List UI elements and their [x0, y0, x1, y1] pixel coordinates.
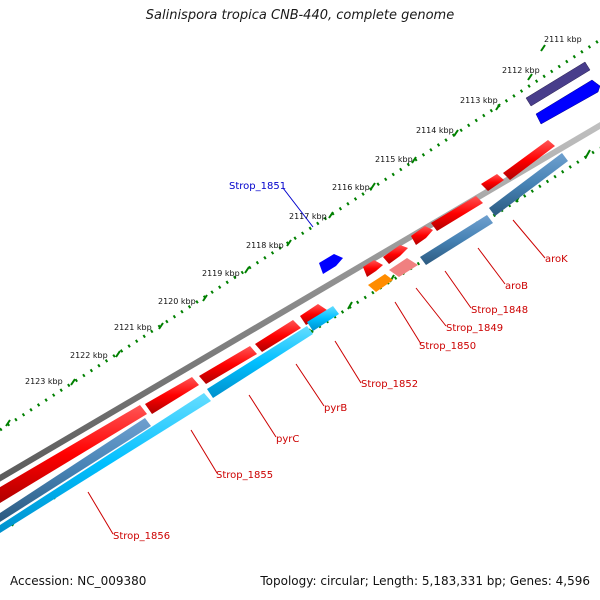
tick-label: 2113 kbp: [460, 96, 498, 105]
tick-mark: [411, 156, 417, 164]
tick-label: 2119 kbp: [202, 269, 240, 278]
gene-strop1850-red: [363, 260, 383, 277]
gene-steel-left: [0, 418, 151, 522]
tick-label: 2120 kbp: [158, 297, 196, 306]
backbone-line: [0, 122, 600, 482]
feature-purple: [525, 61, 591, 107]
tick-label: 2111 kbp: [544, 35, 582, 44]
tick-mark: [585, 149, 591, 158]
leader-lines: [87, 187, 546, 535]
tick-label: 2118 kbp: [246, 241, 284, 250]
gene-steel-mid: [420, 215, 493, 265]
accession-text: Accession: NC_009380: [10, 574, 147, 588]
gene-strop1856-red: [0, 405, 147, 503]
gene-label-strop1849: Strop_1849: [446, 323, 503, 334]
gene-labels: Strop_1851 aroK aroB Strop_1848 Strop_18…: [113, 181, 568, 542]
gene-label-arok: aroK: [545, 254, 568, 265]
tick-mark: [347, 301, 353, 310]
gene-strop1851: [319, 254, 343, 274]
gene-steel-right: [489, 153, 568, 216]
tick-label: 2117 kbp: [289, 212, 327, 221]
gene-label-strop1855: Strop_1855: [216, 470, 273, 481]
tick-label: 2115 kbp: [375, 155, 413, 164]
gene-cyan-left: [0, 393, 211, 533]
tick-label: 2123 kbp: [25, 377, 63, 386]
leader-strop1851: [282, 187, 314, 228]
gene-label-strop1851: Strop_1851: [229, 181, 286, 192]
tick-mark: [286, 239, 292, 247]
gene-label-strop1856: Strop_1856: [113, 531, 170, 542]
tick-mark: [70, 378, 76, 386]
outer-tick-line: [0, 38, 600, 432]
tick-mark: [540, 44, 546, 52]
gene-strop1848-red: [411, 226, 433, 245]
gene-strop1855-red: [145, 377, 199, 414]
gene-arob-red: [431, 196, 483, 231]
gene-label-pyrb: pyrB: [324, 403, 347, 414]
tick-mark: [453, 129, 459, 137]
gene-label-strop1848: Strop_1848: [471, 305, 528, 316]
leader-pyrc: [248, 394, 277, 438]
gene-label-strop1852: Strop_1852: [361, 379, 418, 390]
genome-summary-text: Topology: circular; Length: 5,183,331 bp…: [260, 574, 590, 588]
map-title: Salinispora tropica CNB-440, complete ge…: [145, 8, 455, 23]
gene-orange: [368, 274, 393, 292]
tick-label: 2116 kbp: [332, 183, 370, 192]
leader-strop1855: [190, 429, 218, 474]
leader-arok: [512, 219, 546, 259]
tick-mark: [115, 350, 121, 358]
gene-pink: [389, 258, 418, 277]
gene-cyan-right: [307, 306, 339, 331]
tick-mark: [244, 266, 250, 274]
tick-labels: 2111 kbp 2112 kbp 2113 kbp 2114 kbp 2115…: [25, 35, 582, 386]
leader-strop1849: [415, 287, 447, 327]
tick-mark: [527, 73, 533, 81]
gene-strop1852-red: [300, 304, 327, 325]
gene-pyrb-red: [255, 320, 301, 352]
tick-label: 2121 kbp: [114, 323, 152, 332]
tick-mark: [495, 103, 501, 111]
gene-strop1849-red: [383, 245, 408, 264]
tick-mark: [158, 322, 164, 330]
tick-mark: [370, 182, 376, 190]
leader-strop1856: [87, 491, 114, 535]
feature-blue: [535, 79, 600, 125]
leader-strop1852: [334, 340, 362, 384]
outer-ticks: [5, 44, 546, 427]
gene-label-strop1850: Strop_1850: [419, 341, 476, 352]
tick-label: 2112 kbp: [502, 66, 540, 75]
tick-label: 2114 kbp: [416, 126, 454, 135]
gene-cyan-mid: [207, 326, 313, 398]
leader-arob: [477, 247, 506, 285]
tick-mark: [202, 294, 208, 302]
tick-label: 2122 kbp: [70, 351, 108, 360]
tick-mark: [328, 211, 334, 219]
gene-top-red: [503, 140, 555, 180]
leader-pyrb: [295, 363, 325, 407]
gene-pyrc-red: [199, 346, 257, 384]
gene-arok-red: [481, 174, 504, 191]
gene-label-arob: aroB: [505, 281, 528, 292]
leader-strop1848: [444, 270, 472, 309]
tick-mark: [5, 419, 11, 427]
leader-strop1850: [394, 301, 422, 345]
gene-label-pyrc: pyrC: [276, 434, 299, 445]
